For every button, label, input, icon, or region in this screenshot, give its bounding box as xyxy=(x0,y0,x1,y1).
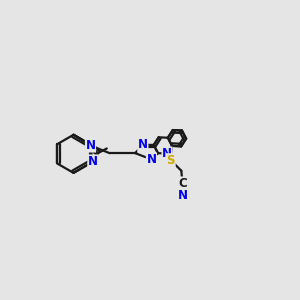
Text: N: N xyxy=(88,155,98,168)
Text: N: N xyxy=(85,139,95,152)
Text: N: N xyxy=(162,147,172,160)
Text: S: S xyxy=(167,154,175,167)
Text: C: C xyxy=(178,177,187,190)
Text: N: N xyxy=(138,139,148,152)
Text: N: N xyxy=(146,153,156,166)
Text: N: N xyxy=(178,189,188,202)
